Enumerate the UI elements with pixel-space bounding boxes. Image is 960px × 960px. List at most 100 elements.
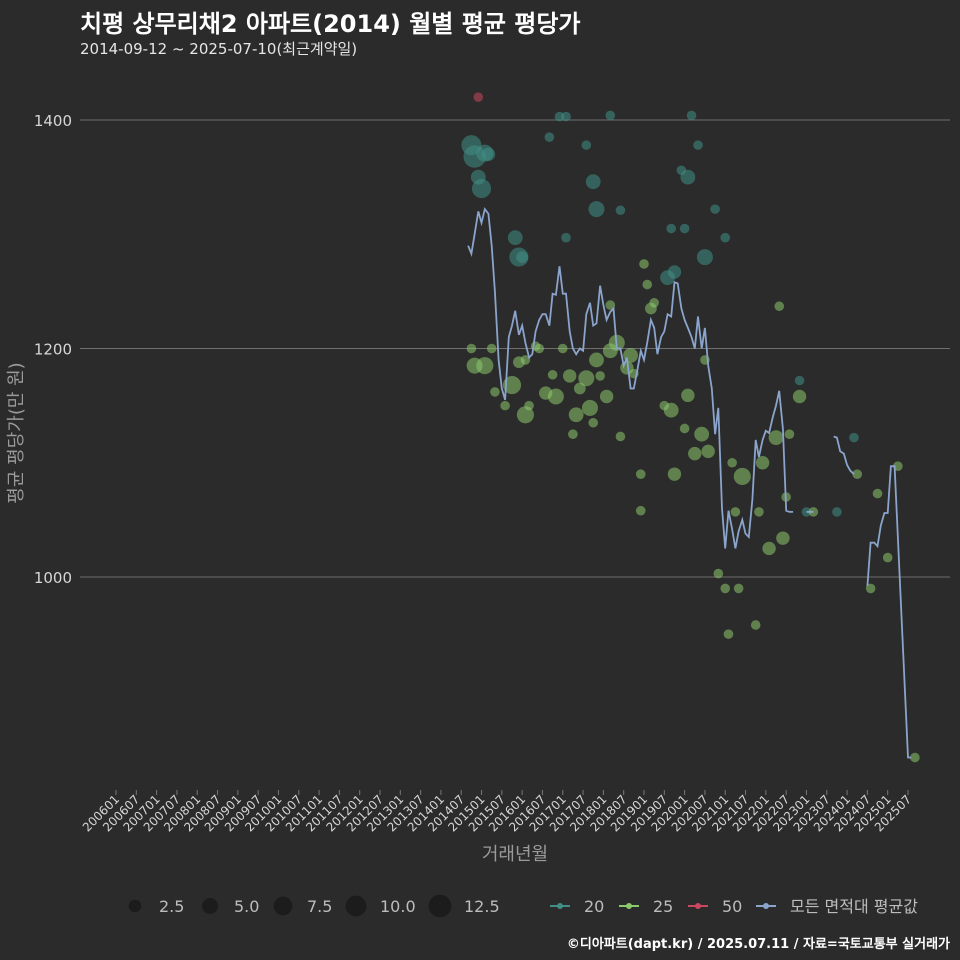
data-point-25 xyxy=(589,352,604,368)
data-point-25 xyxy=(568,429,578,439)
data-point-20 xyxy=(507,230,523,246)
average-line xyxy=(467,207,912,759)
legend-size-swatch xyxy=(128,899,142,913)
legend-color-label: 20 xyxy=(584,897,604,916)
legend-size-label: 5.0 xyxy=(234,897,259,916)
legend-size-swatch xyxy=(428,894,452,918)
data-point-20 xyxy=(696,249,713,266)
data-point-25 xyxy=(599,389,614,404)
data-point-20 xyxy=(710,204,720,214)
data-point-25 xyxy=(502,375,522,395)
data-point-25 xyxy=(694,426,710,442)
data-point-25 xyxy=(500,400,510,411)
data-point-20 xyxy=(667,265,682,279)
chart-title: 치평 상무리채2 아파트(2014) 월별 평균 평당가 xyxy=(80,10,581,38)
data-point-20 xyxy=(801,507,812,517)
data-point-25 xyxy=(720,583,731,594)
legend-size-label: 2.5 xyxy=(159,897,184,916)
data-point-20 xyxy=(686,110,697,121)
data-points xyxy=(461,92,920,763)
legend-size-swatch xyxy=(345,895,367,917)
data-point-20 xyxy=(794,375,805,386)
x-axis-label: 거래년월 xyxy=(482,844,548,865)
data-point-25 xyxy=(476,357,494,375)
average-line-segment xyxy=(467,207,794,549)
legend-color-dot xyxy=(557,903,563,909)
data-point-25 xyxy=(688,446,702,461)
data-point-20 xyxy=(693,140,703,150)
legend-color-label: 50 xyxy=(722,897,742,916)
data-point-25 xyxy=(581,399,598,416)
data-point-25 xyxy=(490,387,500,397)
data-point-25 xyxy=(605,300,616,310)
data-point-25 xyxy=(557,343,568,354)
data-point-25 xyxy=(663,402,679,418)
legend-color-dot xyxy=(626,903,632,909)
y-tick-label: 1000 xyxy=(34,569,72,587)
data-point-25 xyxy=(713,568,724,579)
data-point-25 xyxy=(754,507,764,517)
data-point-25 xyxy=(615,431,626,442)
data-point-25 xyxy=(573,382,586,395)
legend-color-dot xyxy=(763,903,769,909)
data-point-25 xyxy=(681,388,695,403)
data-point-20 xyxy=(471,178,492,199)
legend-color-label: 25 xyxy=(653,897,673,916)
data-point-20 xyxy=(585,174,601,190)
data-point-20 xyxy=(666,223,677,234)
data-point-25 xyxy=(730,507,741,517)
data-point-25 xyxy=(635,505,646,516)
data-point-25 xyxy=(872,488,883,499)
data-point-25 xyxy=(595,371,605,381)
data-point-25 xyxy=(642,279,653,290)
data-point-20 xyxy=(680,169,696,185)
chart-subtitle: 2014-09-12 ~ 2025-07-10(최근계약일) xyxy=(80,40,358,58)
data-point-25 xyxy=(568,407,584,423)
data-point-25 xyxy=(762,541,776,556)
data-point-20 xyxy=(588,201,605,218)
legend-size-swatch xyxy=(273,896,293,916)
data-point-25 xyxy=(792,389,807,404)
data-point-25 xyxy=(667,467,682,481)
data-point-25 xyxy=(516,406,534,424)
y-tick-labels: 1000 1200 1400 xyxy=(34,112,72,587)
data-point-25 xyxy=(784,429,795,439)
data-point-25 xyxy=(852,469,863,479)
data-point-25 xyxy=(727,457,737,468)
data-point-25 xyxy=(520,355,531,365)
source-credit: ©디아파트(dapt.kr) / 2025.07.11 / 자료=국토교통부 실… xyxy=(566,937,950,952)
legend: 2.5 5.0 7.5 10.0 12.5 20 25 50 모든 면적대 평균값 xyxy=(128,894,918,918)
data-point-20 xyxy=(581,140,592,150)
data-point-25 xyxy=(562,369,577,383)
data-point-20 xyxy=(605,110,616,121)
data-point-25 xyxy=(755,456,770,470)
data-point-25 xyxy=(733,583,744,594)
data-point-20 xyxy=(849,432,859,443)
y-axis-label: 평균 평당가(만 원) xyxy=(6,362,27,503)
data-point-20 xyxy=(679,223,690,234)
data-point-25 xyxy=(910,752,920,763)
data-point-25 xyxy=(578,370,595,387)
data-point-25 xyxy=(774,301,785,312)
data-point-25 xyxy=(466,343,477,354)
legend-size-label: 12.5 xyxy=(464,897,500,916)
data-point-25 xyxy=(649,298,659,308)
data-point-20 xyxy=(481,147,496,161)
data-point-25 xyxy=(547,369,558,380)
average-line-segment xyxy=(866,465,912,759)
legend-size-label: 7.5 xyxy=(307,897,332,916)
data-point-25 xyxy=(679,423,690,434)
data-point-25 xyxy=(701,444,715,459)
average-line-segment xyxy=(833,435,855,475)
data-point-25 xyxy=(768,430,784,446)
data-point-25 xyxy=(776,531,790,545)
data-point-25 xyxy=(639,259,649,269)
data-point-25 xyxy=(733,467,751,486)
data-point-25 xyxy=(588,417,599,428)
data-point-25 xyxy=(750,620,761,630)
data-point-25 xyxy=(486,343,497,354)
data-point-20 xyxy=(516,251,529,263)
data-point-25 xyxy=(635,469,646,479)
data-point-25 xyxy=(723,629,734,639)
